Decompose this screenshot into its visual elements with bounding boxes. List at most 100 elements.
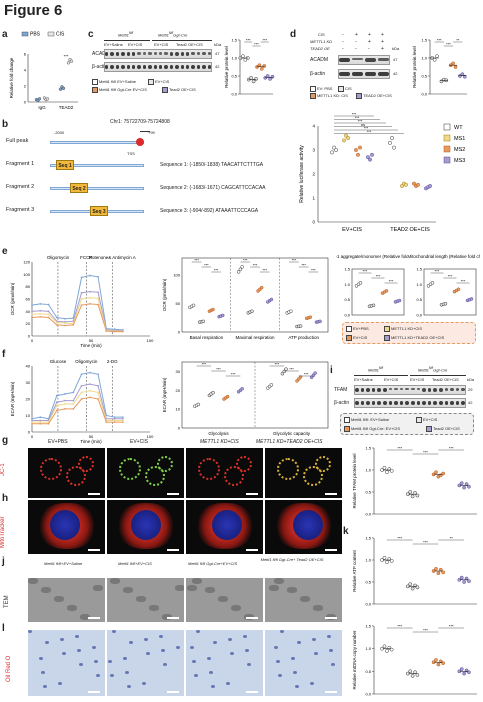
series-point (31, 316, 33, 319)
tubule-nuclei (310, 682, 314, 685)
tubule-nuclei (276, 660, 280, 663)
b-seq-box: Seq 2 (70, 183, 88, 193)
micrograph (265, 578, 342, 622)
jc1-legend-3: METTL1 KD+TEAD2 OE+CIS (384, 335, 444, 341)
series-point (113, 419, 116, 422)
sig-label: *** (246, 38, 251, 43)
series-point (72, 399, 75, 402)
panel-e-bar-chart: 0 50 100 OCR (pmol/min) Basal respiration ***… (162, 257, 329, 340)
micrograph (186, 448, 263, 498)
data-point (58, 87, 63, 91)
data-point (456, 287, 461, 291)
y-tick-label: 80 (26, 284, 31, 289)
series-point (88, 296, 91, 299)
jc1-signal (198, 458, 220, 480)
x-tick-label: IgG (38, 105, 46, 110)
western-band (191, 65, 195, 69)
series-point (97, 373, 99, 376)
tubule-nuclei (129, 641, 133, 644)
tubule-nuclei (146, 652, 150, 655)
y-tick-label: 10 (176, 407, 181, 412)
jc1-chart: JC-1 aggregate/monomer (Relative fold ch… (336, 254, 408, 318)
c-header-line-right (152, 40, 212, 41)
injection-label: Oligomycin (75, 359, 98, 364)
y-tick-label: 0.0 (231, 92, 237, 97)
data-point (240, 387, 244, 391)
y-tick-label: 0.5 (365, 490, 371, 495)
y-tick-label: 0.5 (365, 669, 371, 674)
sig-label: *** (355, 116, 360, 120)
y-axis-label: Relative fold change (9, 57, 14, 98)
series-point (113, 330, 116, 333)
tubule-nuclei (159, 635, 163, 638)
data-point (434, 566, 438, 571)
luciferase-chart: 0 1 2 3 4 Relative luciferase activity EV+CIS T… (299, 112, 465, 233)
b-row-name: Fragment 1 (6, 161, 35, 167)
series-point (121, 421, 124, 423)
y-tick-label: 0.0 (416, 313, 422, 318)
d-sign: + (381, 32, 384, 38)
panel-c-label: c (88, 29, 94, 40)
sig-label: *** (64, 54, 69, 59)
series-line (32, 383, 123, 421)
legend-swatch (443, 123, 451, 131)
tubule-nuclei (163, 663, 167, 666)
data-point (469, 297, 474, 301)
series-line (31, 291, 123, 331)
tubule-nuclei (96, 674, 100, 677)
data-point (354, 148, 358, 152)
d-legend-3: TEAD2 OE+CIS (356, 93, 392, 99)
j-col-1: Mettl1 fl/fl+EV+CIS (118, 561, 152, 566)
sig-label: *** (389, 279, 394, 283)
western-band (191, 52, 195, 55)
i-kda: kDa (467, 377, 475, 382)
series-point (97, 297, 99, 300)
data-point (467, 484, 471, 489)
series-point (47, 303, 50, 306)
scale-bar (246, 493, 258, 495)
d-legend-1: CIS (338, 86, 352, 92)
d-sign: + (381, 39, 384, 45)
western-band (360, 388, 365, 392)
series-point (31, 310, 33, 313)
western-band (115, 65, 120, 69)
data-point (382, 555, 387, 560)
data-point (410, 674, 415, 678)
sig-label: *** (311, 268, 316, 272)
panel-l-label: l (2, 623, 5, 634)
western-band (339, 72, 350, 76)
tem-texture (93, 585, 103, 591)
series-point (64, 317, 66, 320)
c-legend-1: EV+CIS (148, 79, 169, 85)
series-point (31, 422, 33, 425)
series-point (39, 416, 42, 419)
b-start: -2000 (54, 130, 65, 135)
tubule-nuclei (58, 682, 62, 685)
data-point (410, 586, 415, 591)
data-point (453, 65, 458, 69)
western-band (137, 52, 141, 55)
tubule-nuclei (108, 660, 112, 663)
d-sign: + (355, 32, 358, 38)
figure-title: Figure 6 (4, 2, 63, 19)
data-point (408, 582, 413, 587)
c-cond-1: EV+CIS (128, 42, 143, 47)
b-seq-text: Sequence 3: (-904/-892) ATAAATTCCCAGA (160, 208, 259, 214)
b-track (50, 187, 144, 190)
tem-texture (274, 578, 284, 584)
y-tick-label: 20 (26, 321, 31, 326)
y-tick-label: 1.5 (365, 624, 371, 629)
western-band (126, 52, 130, 56)
series-point (39, 309, 42, 312)
c-blot-actin (104, 62, 212, 72)
tubule-nuclei (176, 646, 180, 649)
y-tick-label: 0 (28, 430, 31, 435)
b-seq-text: Sequence 1: (-1850/-1838) TAACATTCTTTGA (160, 162, 264, 168)
panel-k-label: k (343, 526, 349, 537)
d-sign: - (368, 46, 370, 52)
series-point (80, 373, 83, 376)
data-point (220, 313, 225, 318)
series-point (55, 324, 58, 326)
y-tick-label: 1.5 (231, 38, 237, 43)
